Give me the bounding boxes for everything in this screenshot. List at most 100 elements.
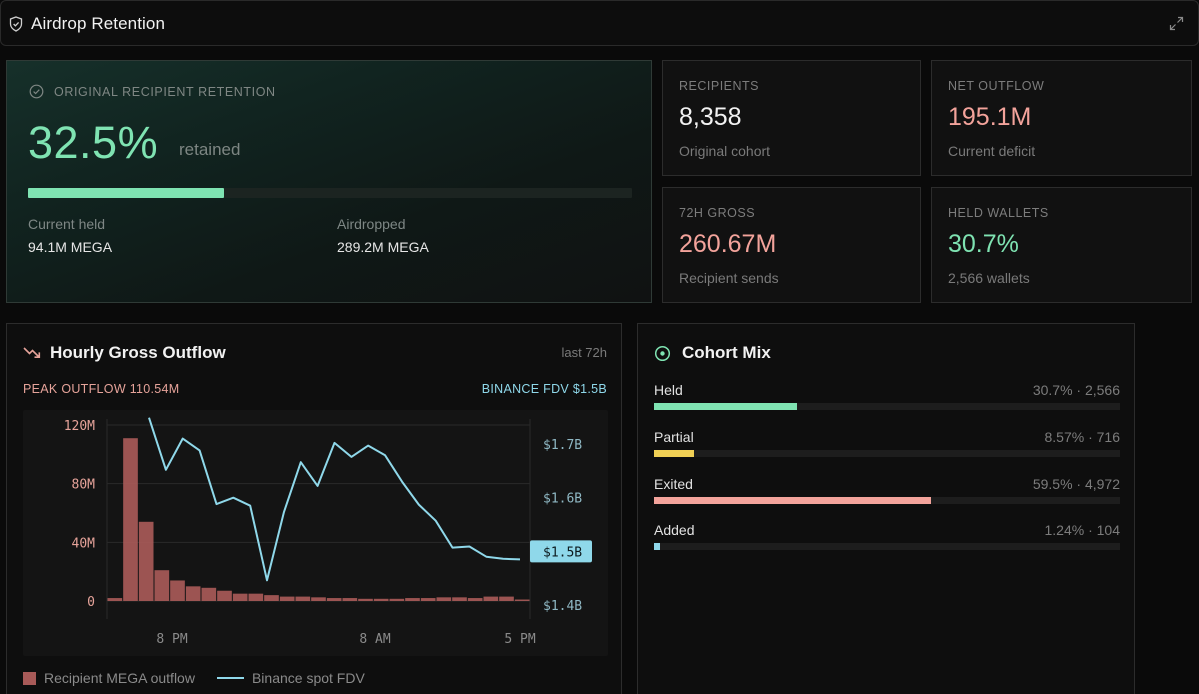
y-tick-left: 120M: [64, 419, 95, 434]
outflow-bar: [123, 438, 138, 601]
y-tick-left: 0: [87, 595, 95, 610]
x-tick: 8 PM: [156, 632, 187, 647]
fdv-line: [148, 417, 521, 582]
outflow-bar: [107, 598, 123, 601]
current-held-value: 94.1M MEGA: [28, 239, 113, 255]
stat-card-72h-gross: 72H GROSS 260.67M Recipient sends: [662, 187, 921, 303]
cohort-value: 30.7% · 2,566: [1032, 382, 1120, 398]
cohort-bar-fill: [654, 543, 660, 550]
cohort-name: Held: [654, 382, 683, 398]
retention-card: ORIGINAL RECIPIENT RETENTION 32.5% retai…: [6, 60, 652, 303]
peak-outflow: PEAK OUTFLOW 110.54M: [23, 382, 180, 396]
outflow-bar: [514, 599, 530, 601]
cohort-name: Exited: [654, 476, 693, 492]
x-tick: 8 AM: [359, 632, 390, 647]
cohort-name: Partial: [654, 429, 694, 445]
cohort-bar-track: [654, 450, 1120, 457]
current-fdv-badge: [530, 540, 592, 563]
retention-progress-bar: [28, 188, 632, 198]
outflow-bar: [170, 580, 185, 601]
stat-label: NET OUTFLOW: [948, 79, 1045, 93]
retention-label: ORIGINAL RECIPIENT RETENTION: [54, 84, 276, 99]
page-title: Airdrop Retention: [31, 14, 165, 33]
y-tick-right: $1.4B: [543, 599, 582, 614]
outflow-bar: [358, 598, 373, 601]
cohort-bar-fill: [654, 497, 932, 504]
stat-sub: 2,566 wallets: [948, 270, 1030, 286]
cohort-mix-panel: Cohort Mix Held 30.7% · 2,566 Partial 8.…: [637, 323, 1135, 694]
cohort-mix-title: Cohort Mix: [682, 343, 771, 362]
cohort-value: 1.24% · 104: [1044, 522, 1121, 538]
outflow-bar: [201, 587, 217, 601]
outflow-bar: [138, 521, 154, 601]
outflow-bar: [405, 598, 420, 601]
trending-down-icon: [23, 347, 41, 358]
stat-sub: Original cohort: [679, 143, 771, 159]
cohort-bar-track: [654, 403, 1120, 410]
stat-label: RECIPIENTS: [679, 79, 760, 93]
outflow-bar: [452, 597, 467, 601]
outflow-bar: [185, 586, 201, 601]
cohort-bar-fill: [654, 403, 798, 410]
cohort-name: Added: [654, 522, 695, 538]
legend-swatch-bar: [23, 671, 36, 685]
stat-label: HELD WALLETS: [948, 206, 1049, 220]
stat-card-net-outflow: NET OUTFLOW 195.1M Current deficit: [931, 60, 1192, 176]
outflow-bar: [279, 596, 295, 601]
outflow-bar: [389, 598, 405, 601]
stat-value: 30.7%: [948, 230, 1019, 258]
outflow-bar: [232, 593, 248, 601]
target-icon: [654, 345, 671, 362]
title-bar: Airdrop Retention: [0, 0, 1199, 46]
outflow-bar: [311, 597, 326, 601]
outflow-bar: [326, 598, 342, 601]
retention-progress-fill: [28, 188, 225, 198]
chart-legend: Recipient MEGA outflow Binance spot FDV: [23, 670, 365, 686]
x-tick: 5 PM: [504, 632, 535, 647]
outflow-panel: Hourly Gross Outflow last 72h PEAK OUTFL…: [6, 323, 622, 694]
legend-swatch-line: [216, 677, 244, 679]
outflow-bar: [248, 593, 264, 601]
expand-icon[interactable]: [1169, 16, 1184, 31]
outflow-chart: 120M 80M 40M 0 $1.7B $1.6B $1.5B $1.4B 8 PM 8 AM 5…: [64, 417, 592, 647]
current-held-label: Current held: [28, 216, 106, 232]
outflow-bar: [217, 590, 232, 601]
outflow-bar: [373, 598, 389, 601]
outflow-bar: [467, 598, 483, 601]
outflow-bar: [499, 596, 514, 601]
legend-label-bar: Recipient MEGA outflow: [44, 670, 195, 686]
outflow-chart-area: 120M 80M 40M 0 $1.7B $1.6B $1.5B $1.4B 8 PM 8 AM 5…: [23, 410, 608, 656]
stat-value: 260.67M: [679, 230, 777, 258]
stat-sub: Current deficit: [948, 143, 1036, 159]
cohort-bar-track: [654, 543, 1120, 550]
cohort-row-added: Added 1.24% · 104: [654, 522, 1120, 562]
cohort-bar-fill: [654, 450, 694, 457]
binance-fdv: BINANCE FDV $1.5B: [481, 382, 607, 396]
stat-card-held-wallets: HELD WALLETS 30.7% 2,566 wallets: [931, 187, 1192, 303]
outflow-bar: [264, 595, 279, 601]
retained-label: retained: [179, 140, 241, 159]
outflow-title: Hourly Gross Outflow: [50, 343, 226, 362]
y-tick-right: $1.7B: [543, 438, 582, 453]
y-tick-right: $1.6B: [543, 492, 582, 507]
cohort-value: 8.57% · 716: [1044, 429, 1121, 445]
stat-value: 8,358: [679, 103, 742, 131]
cohort-value: 59.5% · 4,972: [1032, 476, 1120, 492]
airdropped-label: Airdropped: [337, 216, 406, 232]
time-range-label: last 72h: [561, 345, 607, 360]
shield-icon: [9, 16, 23, 32]
cohort-bar-track: [654, 497, 1120, 504]
stat-card-recipients: RECIPIENTS 8,358 Original cohort: [662, 60, 921, 176]
cohort-row-exited: Exited 59.5% · 4,972: [654, 476, 1120, 516]
stat-label: 72H GROSS: [679, 206, 756, 220]
outflow-bar: [483, 596, 499, 601]
check-circle-icon: [29, 84, 44, 99]
stat-sub: Recipient sends: [679, 270, 779, 286]
legend-label-line: Binance spot FDV: [251, 670, 365, 686]
cohort-row-held: Held 30.7% · 2,566: [654, 382, 1120, 422]
y-tick-left: 40M: [72, 536, 96, 551]
outflow-bar: [154, 570, 170, 601]
outflow-bar: [295, 596, 311, 601]
current-fdv-label: $1.5B: [543, 545, 582, 560]
stat-value: 195.1M: [948, 103, 1032, 131]
